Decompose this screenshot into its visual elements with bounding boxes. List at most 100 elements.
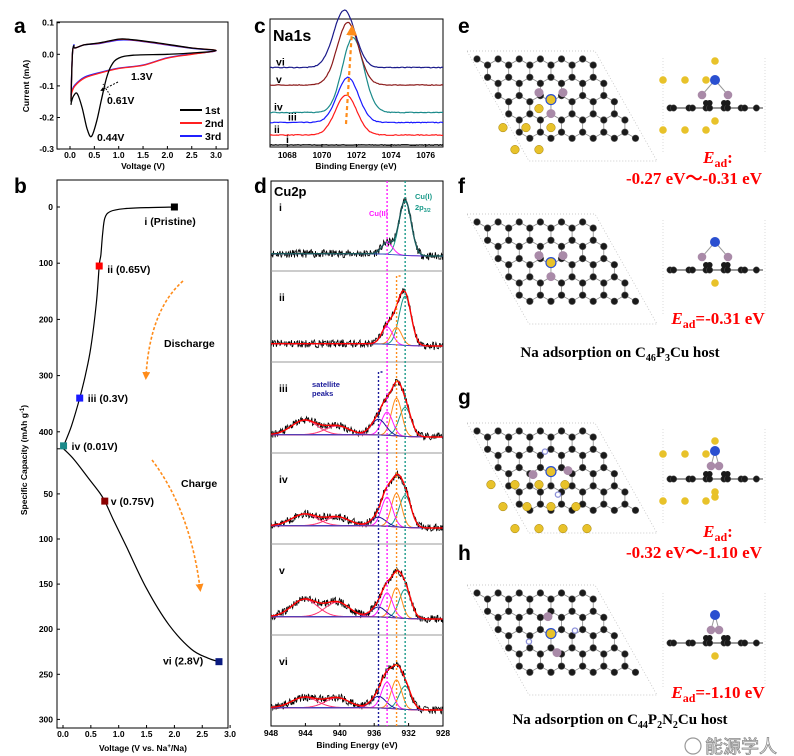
y-tick-label: -0.3 [39, 144, 54, 154]
reference-line-satellite [377, 371, 383, 726]
ead-g: Ead: [702, 522, 733, 544]
carbon-atom [621, 488, 629, 496]
carbon-atom [589, 482, 597, 490]
carbon-atom [589, 595, 597, 603]
carbon-atom [689, 475, 696, 483]
carbon-atom [557, 242, 566, 250]
carbon-atom [579, 625, 587, 634]
carbon-atom [536, 662, 544, 670]
carbon-atom [557, 613, 566, 622]
y-axis-label: Current (mA) [21, 60, 31, 113]
sodium-atom [659, 76, 667, 84]
phosphorus-atom [558, 88, 568, 98]
carbon-atom [515, 242, 523, 250]
phosphorus-atom [723, 90, 733, 100]
carbon-atom [600, 613, 608, 622]
carbon-atom [589, 506, 597, 514]
sodium-atom [711, 652, 719, 660]
carbon-atom [505, 632, 513, 640]
carbon-atom [610, 110, 618, 118]
panel-label-b: b [14, 175, 27, 198]
reference-line-orange [395, 275, 401, 726]
carbon-atom [670, 475, 678, 483]
carbon-atom [579, 91, 587, 100]
x-tick-label: 2.0 [168, 729, 180, 739]
carbon-atom [515, 91, 523, 100]
cv-chart: 0.0 0.5 1.0 1.5 2.0 2.5 3.00.10.0-0.1-0.2-0.3 … [21, 18, 229, 171]
carbon-atom [494, 91, 502, 100]
carbon-atom [621, 650, 629, 658]
carbon-atom [483, 607, 492, 615]
carbon-atom [724, 635, 731, 641]
watermark: 能源学人 [684, 737, 777, 756]
carbon-atom [515, 255, 523, 263]
carbon-atom [670, 639, 678, 647]
carbon-atom [526, 261, 534, 269]
sodium-atom [681, 76, 689, 84]
carbon-atom [557, 451, 566, 460]
sodium-atom [571, 502, 581, 512]
annotation-1-3v: 1.3V [131, 71, 153, 83]
structure-h [466, 584, 766, 696]
carbon-atom [526, 607, 534, 615]
y-tick-label: 50 [44, 489, 54, 499]
carbon-atom [536, 291, 544, 299]
carbon-atom [610, 273, 618, 281]
carbon-atom [515, 662, 523, 670]
cu1-orbital-label: 2p3/2 [415, 203, 431, 214]
ead-e-range: -0.27 eV～-0.31 eV [626, 169, 763, 188]
carbon-atom [752, 266, 760, 274]
satellite-label: peaks [312, 389, 333, 398]
carbon-atom [494, 218, 502, 226]
carbon-atom [494, 451, 502, 460]
charge-curve [63, 448, 220, 663]
carbon-atom [670, 104, 678, 112]
state-label: i (Pristine) [144, 216, 195, 228]
state-label: iv (0.01V) [72, 441, 118, 453]
sodium-atom [534, 104, 544, 114]
phosphorus-atom [546, 109, 556, 119]
carbon-atom [568, 433, 576, 441]
x-tick-label: 1.0 [113, 729, 125, 739]
carbon-atom [526, 445, 534, 453]
carbon-atom [589, 261, 597, 269]
plot-frame [56, 179, 229, 729]
carbon-atom [610, 261, 618, 269]
carbon-atom [579, 451, 587, 460]
x-tick-label: 0.0 [57, 729, 69, 739]
carbon-atom [600, 128, 608, 136]
sodium-atom [522, 502, 532, 512]
carbon-atom [568, 595, 576, 603]
carbon-atom [706, 635, 713, 641]
state-marker [170, 203, 178, 211]
carbon-atom [741, 475, 749, 483]
carbon-atom [494, 427, 502, 435]
x-tick-label: 1070 [312, 150, 331, 160]
sodium-atom [486, 480, 496, 490]
carbon-atom [494, 589, 502, 597]
carbon-atom [526, 61, 534, 69]
y-tick-label: 400 [39, 427, 53, 437]
carbon-atom [536, 451, 544, 460]
carbon-atom [600, 79, 608, 87]
satellite-label: satellite [312, 380, 340, 389]
spectrum-label: iii [279, 383, 288, 395]
carbon-atom [505, 73, 513, 81]
copper-atom [545, 627, 557, 640]
x-tick-label: 1.5 [141, 729, 153, 739]
carbon-atom [631, 297, 640, 305]
sodium-atom [711, 437, 719, 445]
state-label: ii (0.65V) [107, 264, 150, 276]
carbon-atom [526, 433, 534, 441]
carbon-atom [557, 662, 566, 670]
legend-label: 2nd [205, 118, 224, 130]
x-tick-label: 1074 [382, 150, 401, 160]
carbon-atom [600, 488, 608, 496]
panel-label-g: g [458, 386, 471, 409]
carbon-atom [579, 662, 587, 670]
carbon-atom [526, 98, 534, 106]
carbon-atom [621, 662, 629, 670]
x-tick-label: 928 [436, 728, 450, 738]
panel-label-h: h [458, 542, 471, 565]
carbon-atom [752, 475, 760, 483]
